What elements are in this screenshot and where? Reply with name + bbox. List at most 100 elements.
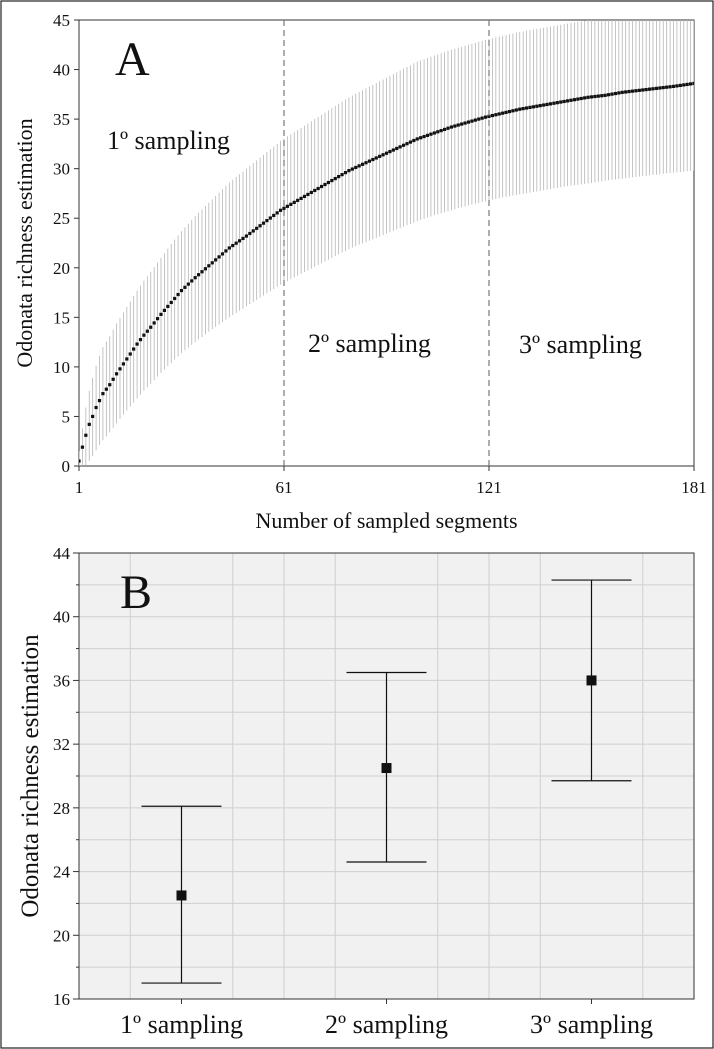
data-point — [521, 107, 525, 111]
data-point — [237, 239, 242, 243]
data-point — [624, 90, 628, 94]
data-point — [449, 125, 454, 129]
data-point — [442, 127, 447, 132]
data-point — [330, 178, 334, 183]
data-point — [524, 106, 529, 110]
data-point — [589, 95, 594, 99]
data-point — [412, 138, 416, 143]
data-point — [248, 231, 252, 236]
sampling-annotation-1: 1º sampling — [107, 126, 230, 155]
data-point — [302, 194, 307, 199]
data-point — [309, 190, 313, 195]
data-point — [446, 126, 450, 130]
y-axis-label-a: Odonata richness estimation — [12, 118, 37, 367]
data-point — [166, 304, 170, 309]
data-point — [685, 82, 689, 87]
data-point — [559, 100, 563, 104]
data-point — [576, 97, 580, 101]
data-point — [196, 273, 201, 277]
data-point — [319, 184, 324, 189]
data-point — [531, 105, 536, 109]
data-point — [111, 377, 115, 381]
data-point — [490, 113, 495, 118]
data-point — [579, 96, 583, 101]
data-point — [501, 111, 505, 115]
data-point — [644, 87, 648, 92]
data-point — [436, 130, 440, 134]
data-point — [125, 357, 129, 361]
x-tick-label-a: 121 — [476, 478, 502, 497]
data-point — [135, 342, 139, 346]
category-label-3: 3º sampling — [530, 1010, 653, 1039]
data-point — [162, 308, 167, 312]
data-point — [258, 224, 262, 228]
data-point — [675, 84, 679, 88]
data-point — [357, 164, 361, 168]
data-point — [634, 89, 638, 93]
data-point — [296, 198, 300, 202]
data-point — [647, 87, 652, 91]
data-point — [651, 87, 655, 91]
data-point — [583, 96, 587, 100]
data-point — [627, 89, 631, 94]
data-point — [275, 211, 279, 215]
data-point — [354, 165, 358, 170]
data-point — [528, 105, 532, 110]
data-point — [415, 137, 419, 141]
y-tick-label-a: 15 — [53, 308, 70, 327]
data-point — [340, 173, 344, 177]
data-point — [152, 321, 156, 325]
data-point — [460, 122, 464, 126]
y-tick-label-a: 25 — [53, 209, 70, 228]
x-tick-label-a: 61 — [276, 478, 293, 497]
category-label-2: 2º sampling — [325, 1010, 448, 1039]
data-point — [613, 91, 618, 96]
data-point — [241, 236, 245, 241]
data-point — [220, 252, 225, 256]
data-point — [79, 459, 81, 463]
data-point — [381, 153, 385, 157]
data-point — [203, 267, 208, 271]
data-point — [429, 132, 433, 136]
data-point — [186, 282, 190, 286]
data-point — [193, 276, 197, 280]
data-point — [234, 241, 238, 245]
category-label-1: 1º sampling — [120, 1010, 243, 1039]
data-point — [190, 279, 194, 283]
data-point — [108, 383, 112, 387]
data-point — [91, 414, 95, 419]
data-point — [97, 398, 102, 403]
y-tick-label-b: 36 — [53, 671, 70, 690]
data-point — [343, 171, 348, 175]
data-point — [155, 317, 160, 321]
mean-point — [176, 890, 187, 901]
data-point — [313, 188, 317, 193]
data-point — [231, 243, 235, 248]
y-tick-label-b: 16 — [53, 990, 70, 1009]
y-tick-label-b: 44 — [53, 544, 71, 563]
data-point — [432, 131, 436, 135]
x-axis-label-a: Number of sampled segments — [255, 508, 517, 533]
y-tick-label-b: 20 — [53, 926, 70, 945]
mean-point — [381, 763, 392, 774]
data-point — [272, 213, 276, 218]
y-tick-label-a: 45 — [53, 11, 70, 30]
data-point — [224, 249, 228, 253]
data-point — [518, 107, 522, 111]
data-point — [658, 86, 662, 90]
data-point — [641, 88, 645, 92]
data-point — [514, 108, 518, 112]
y-tick-label-b: 32 — [53, 735, 70, 754]
data-point — [668, 85, 672, 89]
data-point — [367, 159, 372, 163]
data-point — [94, 405, 98, 410]
data-point — [285, 204, 290, 208]
data-point — [268, 216, 272, 220]
mean-point — [586, 675, 597, 686]
data-point — [507, 109, 512, 114]
data-point — [606, 93, 611, 97]
points-a — [79, 81, 694, 463]
data-point — [388, 150, 392, 154]
